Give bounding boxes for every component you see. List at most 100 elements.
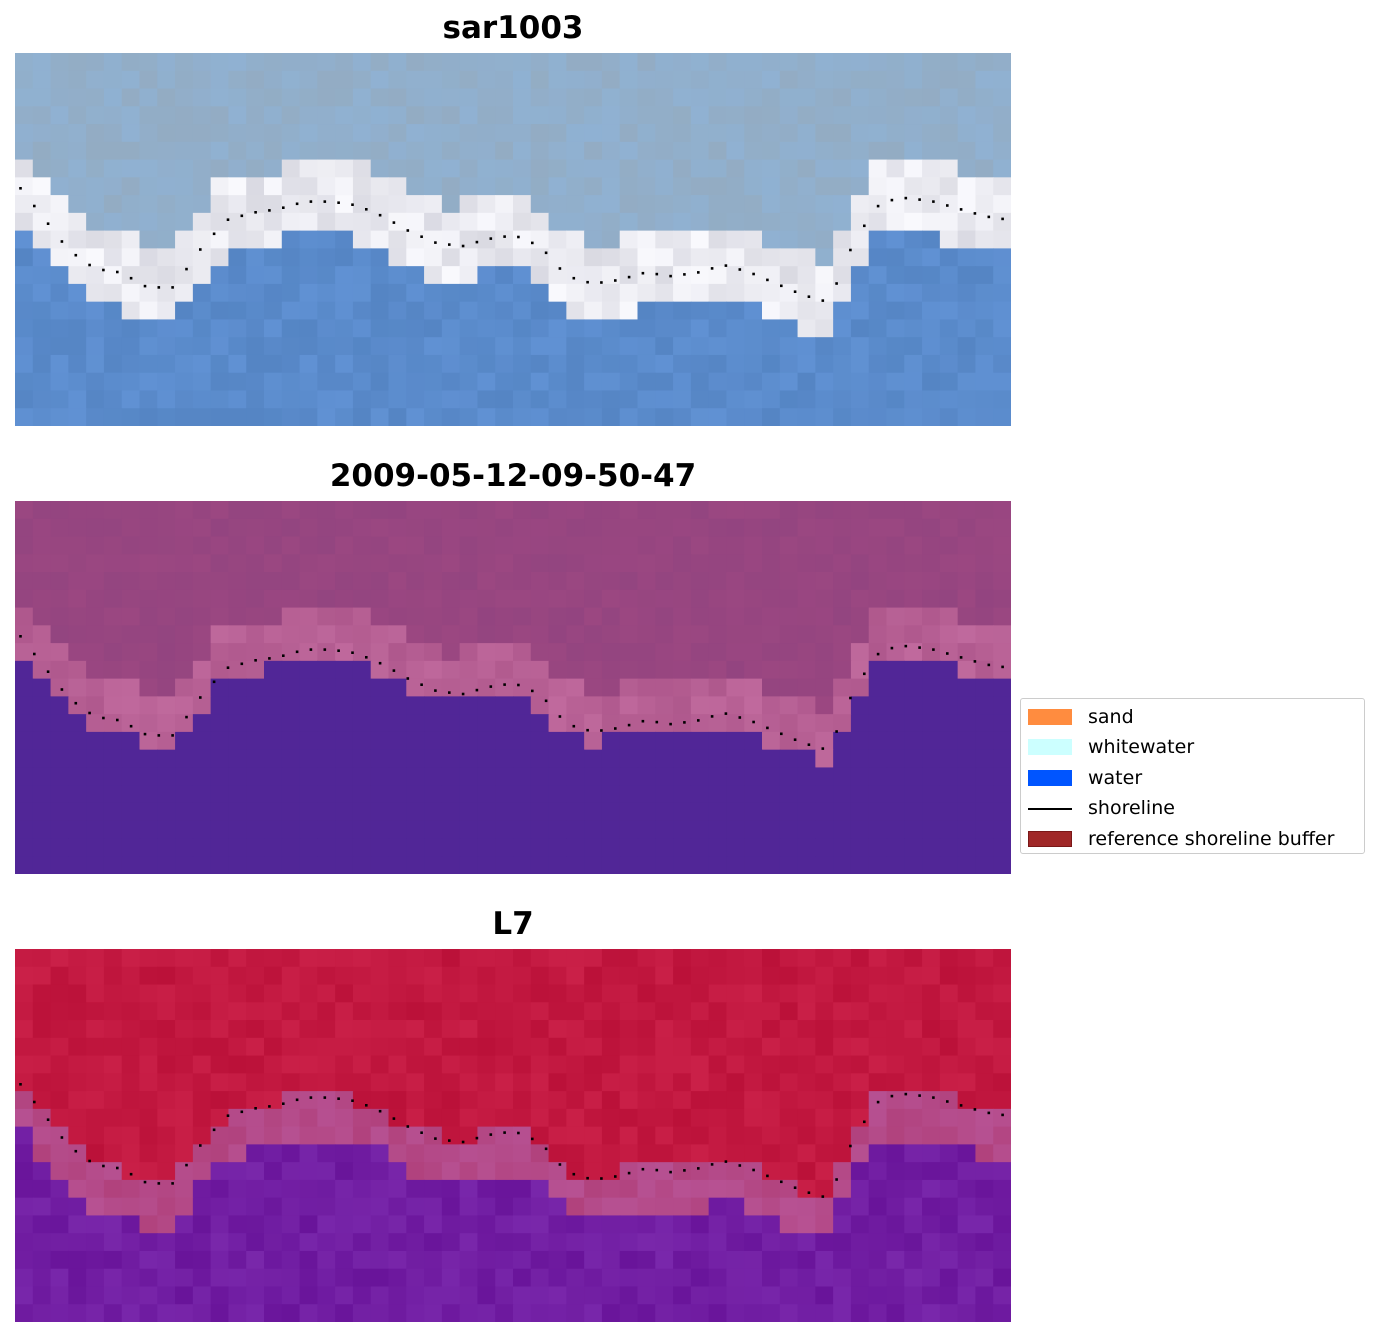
image-pixel (726, 177, 745, 196)
image-pixel (566, 1108, 585, 1128)
image-pixel (779, 354, 799, 374)
image-pixel (15, 966, 34, 986)
image-pixel (868, 1233, 888, 1252)
image-pixel (708, 678, 728, 697)
image-pixel (726, 767, 745, 786)
image-pixel (548, 1020, 567, 1039)
image-pixel (619, 1037, 639, 1057)
image-pixel (335, 1197, 354, 1217)
image-pixel (993, 88, 1011, 107)
image-pixel (815, 159, 834, 178)
image-pixel (904, 266, 923, 285)
image-pixel (690, 1020, 710, 1039)
image-pixel (690, 1197, 710, 1217)
image-pixel (121, 141, 141, 161)
image-pixel (495, 372, 514, 392)
image-pixel (637, 1197, 656, 1217)
image-pixel (904, 1055, 923, 1074)
image-pixel (441, 124, 461, 143)
image-pixel (32, 572, 52, 591)
image-pixel (139, 1179, 158, 1199)
image-pixel (281, 966, 301, 986)
image-pixel (655, 106, 674, 125)
image-pixel (584, 660, 603, 680)
image-pixel (530, 301, 550, 321)
image-pixel (637, 714, 656, 733)
image-pixel (513, 1020, 532, 1039)
image-pixel (726, 1108, 745, 1128)
image-pixel (103, 1108, 123, 1128)
image-pixel (192, 660, 212, 680)
image-pixel (637, 1020, 656, 1039)
image-pixel (566, 70, 585, 90)
image-pixel (68, 1108, 87, 1128)
image-pixel (424, 319, 443, 338)
image-pixel (975, 949, 994, 968)
image-pixel (922, 1268, 941, 1288)
shoreline-point (309, 1096, 313, 1099)
image-pixel (210, 1020, 230, 1039)
image-pixel (370, 124, 390, 143)
image-pixel (637, 731, 656, 751)
image-pixel (281, 1286, 301, 1305)
image-pixel (601, 283, 621, 303)
image-pixel (495, 1144, 514, 1163)
image-pixel (850, 1215, 870, 1234)
image-pixel (86, 767, 105, 786)
image-pixel (495, 248, 514, 267)
image-pixel (210, 1162, 230, 1181)
image-pixel (744, 195, 763, 214)
image-pixel (762, 966, 781, 986)
image-pixel (566, 195, 585, 214)
image-pixel (833, 501, 852, 520)
image-pixel (441, 212, 461, 232)
image-pixel (868, 802, 888, 822)
image-pixel (566, 1020, 585, 1039)
image-pixel (584, 1179, 603, 1199)
image-pixel (530, 1233, 550, 1252)
image-pixel (388, 248, 407, 267)
image-pixel (32, 1055, 52, 1074)
image-pixel (68, 301, 87, 321)
image-pixel (726, 966, 745, 986)
image-pixel (86, 714, 105, 733)
image-pixel (406, 1108, 425, 1128)
image-pixel (264, 124, 283, 143)
image-pixel (815, 1055, 834, 1074)
image-pixel (228, 660, 247, 680)
shoreline-point (420, 235, 423, 238)
image-pixel (495, 53, 514, 72)
image-pixel (15, 390, 34, 409)
image-pixel (139, 643, 158, 662)
image-pixel (441, 1055, 461, 1074)
image-pixel (762, 554, 781, 573)
image-pixel (530, 177, 550, 196)
image-pixel (352, 337, 372, 356)
image-pixel (762, 70, 781, 90)
image-pixel (797, 159, 816, 178)
image-pixel (32, 301, 52, 321)
image-pixel (281, 589, 301, 609)
image-pixel (406, 625, 425, 644)
image-pixel (886, 1020, 905, 1039)
image-pixel (690, 731, 710, 751)
image-pixel (139, 212, 158, 232)
image-pixel (619, 1197, 639, 1217)
image-pixel (299, 53, 318, 72)
image-pixel (370, 1233, 390, 1252)
image-pixel (50, 319, 69, 338)
image-pixel (335, 1037, 354, 1057)
image-pixel (495, 124, 514, 143)
shoreline-point (655, 720, 659, 724)
image-pixel (175, 660, 194, 680)
image-pixel (477, 1162, 496, 1181)
image-pixel (192, 714, 212, 733)
image-pixel (15, 714, 34, 733)
image-pixel (548, 966, 567, 986)
image-pixel (299, 607, 318, 626)
image-pixel (957, 625, 977, 644)
image-pixel (744, 1162, 763, 1181)
image-pixel (68, 354, 87, 374)
image-pixel (477, 372, 496, 392)
image-pixel (655, 283, 674, 303)
